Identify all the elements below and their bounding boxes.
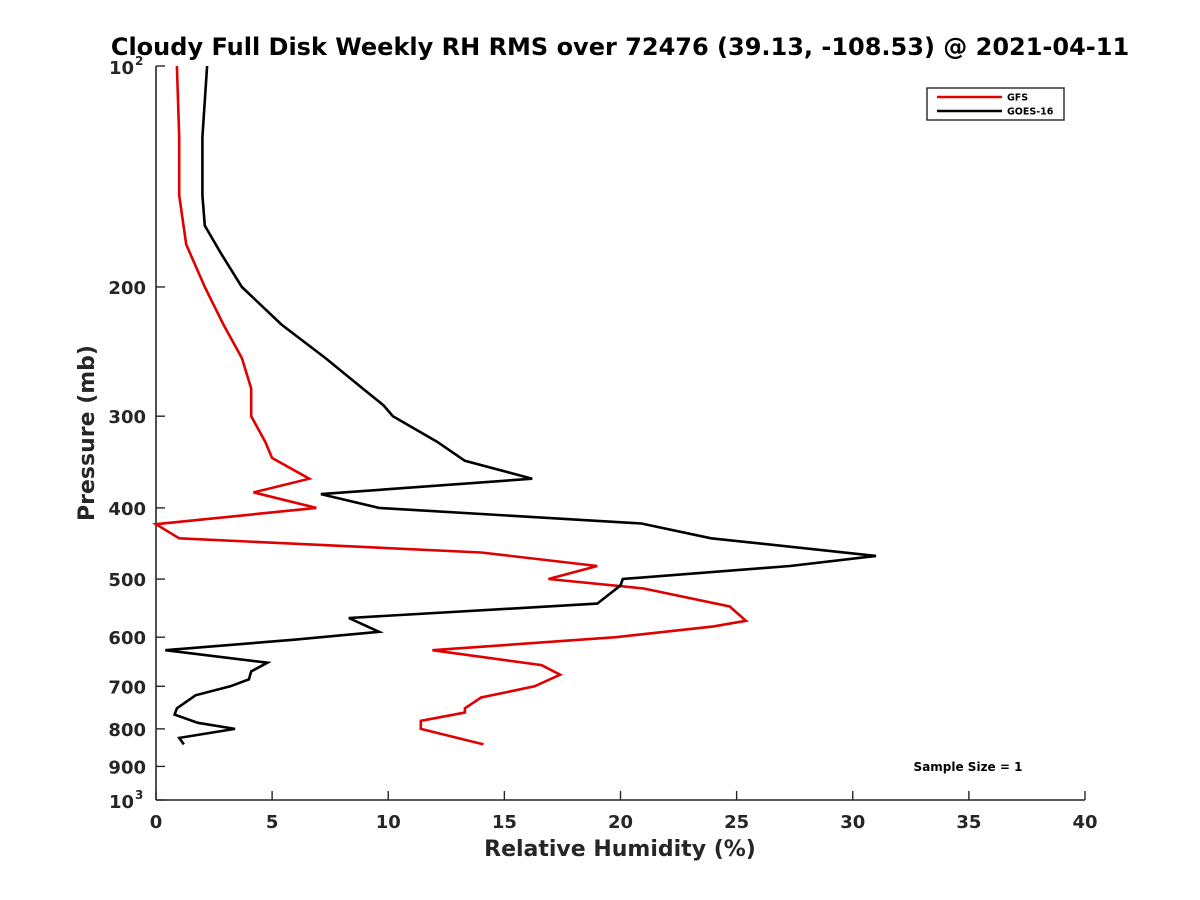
x-tick-label: 35 (956, 812, 981, 833)
x-tick-label: 0 (150, 812, 163, 833)
x-tick-label: 20 (608, 812, 633, 833)
sample-size-annotation: Sample Size = 1 (914, 760, 1023, 774)
y-tick-label: 400 (108, 499, 146, 520)
y-tick-label: 10 (109, 792, 134, 813)
x-tick-label: 40 (1072, 812, 1097, 833)
y-tick-label: 600 (108, 628, 146, 649)
y-tick-label: 300 (108, 407, 146, 428)
x-tick-label: 25 (724, 812, 749, 833)
x-tick-label: 30 (840, 812, 865, 833)
y-tick-label: 500 (108, 570, 146, 591)
y-tick-label-exponent: 2 (135, 54, 143, 68)
y-tick-label: 900 (108, 757, 146, 778)
y-tick-label: 800 (108, 720, 146, 741)
y-tick-label: 700 (108, 677, 146, 698)
legend-label-gfs: GFS (1007, 93, 1028, 104)
chart-legend: GFS GOES-16 (926, 87, 1065, 121)
y-axis-label: Pressure (mb) (75, 345, 100, 521)
x-tick-label: 15 (492, 812, 517, 833)
series-layer (152, 65, 877, 746)
y-tick-label: 200 (108, 278, 146, 299)
legend-label-goes-16: GOES-16 (1007, 107, 1054, 118)
x-axis-label: Relative Humidity (%) (484, 837, 756, 862)
x-tick-label: 5 (266, 812, 279, 833)
chart-title: Cloudy Full Disk Weekly RH RMS over 7247… (111, 33, 1129, 61)
y-tick-label-exponent: 3 (135, 788, 143, 802)
x-tick-label: 10 (376, 812, 401, 833)
legend-box (926, 87, 1065, 121)
series-line-gfs (152, 65, 749, 746)
series-line-goes-16 (165, 65, 877, 746)
y-tick-label: 10 (109, 58, 134, 79)
